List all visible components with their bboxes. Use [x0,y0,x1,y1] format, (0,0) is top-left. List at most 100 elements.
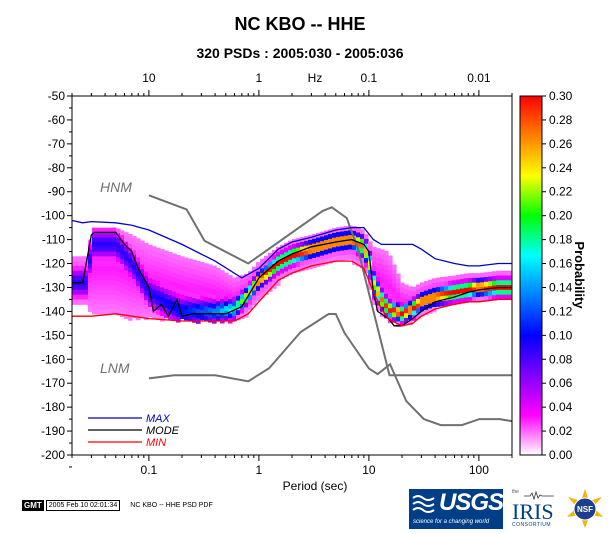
density-cell [376,248,381,254]
density-cell [436,296,441,303]
density-cell [336,246,341,252]
density-cell [280,273,285,279]
density-cell [200,295,205,302]
density-cell [76,265,81,272]
gmt-logo: GMT [22,499,44,511]
density-cell [160,282,165,289]
density-cell [264,255,269,262]
density-cell [348,254,353,260]
density-cell [232,301,237,307]
density-cell [196,313,201,320]
density-cell [240,289,245,296]
density-cell [116,305,121,311]
density-cell [140,297,145,304]
density-cell [360,238,365,245]
density-cell [356,256,361,262]
density-cell [264,260,269,267]
density-cell [100,304,105,310]
density-cell [220,313,225,319]
density-cell [108,232,113,238]
density-cell [152,298,157,305]
density-cell [136,300,141,306]
usgs-wave-icon [412,495,435,513]
density-cell [468,282,473,289]
x-tick-label: 10 [362,463,376,477]
density-cell [160,292,165,298]
density-cell [172,296,177,302]
density-cell [384,289,389,295]
chart-title: NC KBO -- HHE [235,14,366,34]
density-cell [120,297,125,303]
density-cell [356,237,361,243]
density-cell [388,293,393,300]
density-cell [252,266,257,273]
density-cell [164,293,169,300]
density-cell [332,237,337,244]
density-cell [92,299,97,305]
density-cell [180,294,185,301]
density-cell [108,299,113,305]
density-cell [180,261,185,267]
density-cell [132,303,137,309]
density-cell [120,292,125,299]
density-cell [104,309,109,315]
density-cell [212,299,217,305]
density-cell [420,306,425,312]
density-cell [260,273,265,279]
density-cell [404,289,409,295]
density-cell [172,277,177,283]
density-cell [148,273,153,279]
top-frequency-axis: 10 1 0.1 0.01 [71,71,513,96]
density-cell [248,280,253,287]
density-cell [396,307,401,313]
density-cell [172,310,177,317]
density-cell [500,289,505,296]
density-cell [396,316,401,323]
density-cell [336,256,341,262]
lnm-curve [148,313,512,427]
density-cell [80,299,85,305]
density-cell [488,290,493,297]
density-cell [164,269,169,276]
density-cell [484,291,489,297]
density-cell [312,248,317,254]
density-cell [324,249,329,256]
density-cell [228,279,233,286]
density-cell [92,285,97,291]
density-cell [208,302,213,309]
density-cell [292,243,297,250]
density-cell [96,232,101,238]
density-cell [148,307,153,313]
density-cell [108,227,113,234]
density-cell [144,304,149,311]
density-cell [136,310,141,316]
density-cell [452,299,457,305]
density-cell [172,282,177,288]
density-cell [208,317,213,323]
density-cell [432,287,437,294]
density-cell [244,288,249,294]
density-cell [112,265,117,272]
density-cell [144,295,149,301]
density-cell [368,246,373,252]
density-cell [104,294,109,301]
density-cell [80,289,85,296]
density-cell [236,281,241,287]
density-cell [336,236,341,243]
density-cell [132,279,137,285]
density-cell [184,305,189,311]
density-cell [196,294,201,300]
colorbar-tick-label: 0.16 [549,257,573,271]
density-cell [216,291,221,298]
density-cell [124,270,129,276]
density-cell [216,277,221,283]
density-cell [196,284,201,291]
density-cell [100,241,105,248]
density-cell [88,277,93,284]
density-cell [160,253,165,260]
density-cell [152,265,157,271]
density-cell [380,302,385,308]
density-cell [108,246,113,253]
density-cell [180,275,185,281]
density-cell [440,291,445,297]
